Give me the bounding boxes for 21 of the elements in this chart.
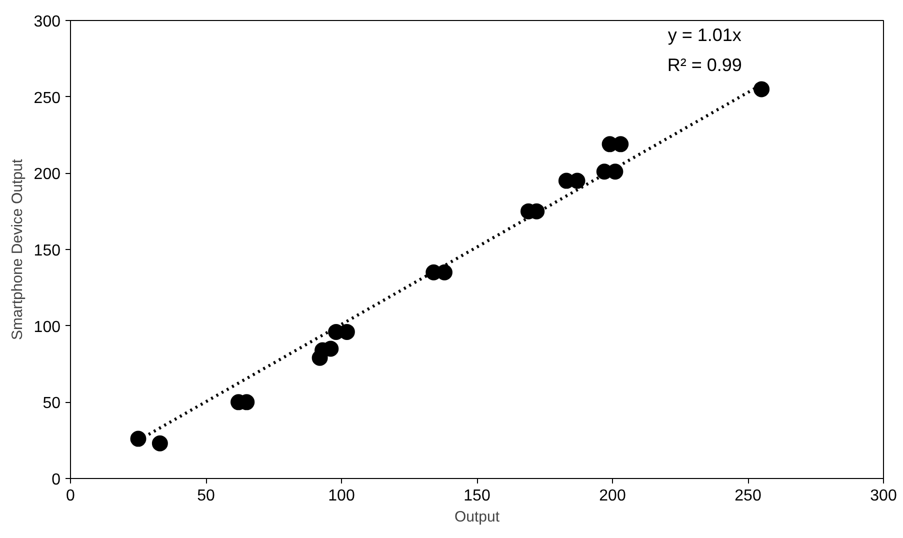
x-tick-label: 200 [599, 488, 626, 504]
y-tick-label: 0 [52, 472, 61, 488]
x-tick-label: 100 [328, 488, 355, 504]
y-axis-title: Smartphone Device Output [8, 158, 26, 340]
annotation: R² = 0.99 [667, 54, 742, 75]
x-tick-label: 50 [197, 488, 215, 504]
y-tick-label: 50 [42, 395, 61, 412]
point [152, 435, 168, 452]
point [130, 430, 146, 447]
point [754, 81, 770, 98]
x-tick-label: 300 [870, 488, 897, 504]
x-axis-title: Output [454, 508, 500, 526]
x-tick-label: 150 [464, 488, 490, 504]
y-tick-label: 100 [34, 318, 61, 336]
annotation: y = 1.01x [668, 25, 742, 46]
x-tick-label: 0 [66, 488, 76, 504]
x-tick-label: 250 [734, 488, 762, 504]
y-tick-label: 300 [34, 14, 61, 30]
y-tick-label: 250 [34, 90, 61, 107]
y-tick-label: 150 [34, 242, 61, 260]
y-tick-label: 200 [34, 166, 61, 184]
